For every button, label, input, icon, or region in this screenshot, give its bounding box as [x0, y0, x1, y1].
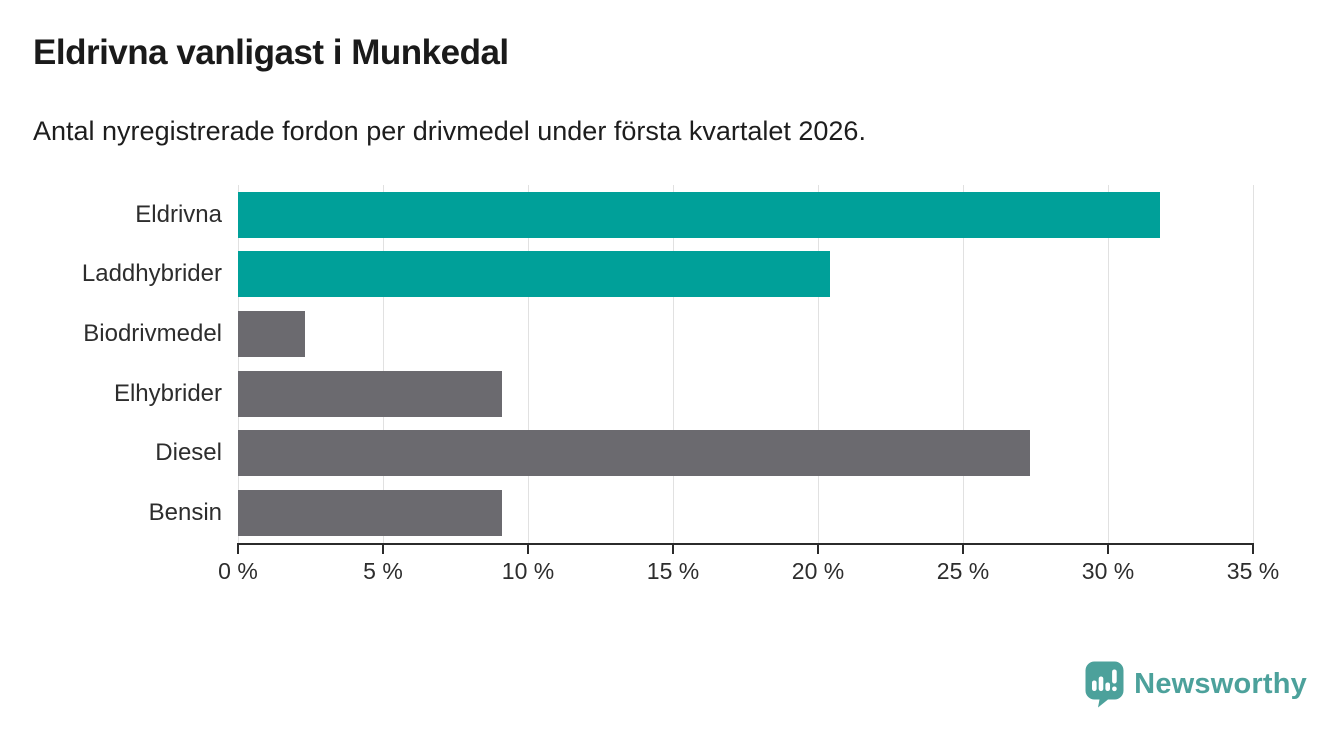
tick-label: 5 % — [363, 558, 403, 584]
tick-mark — [817, 545, 819, 554]
tick-mark — [237, 545, 239, 554]
chart-title: Eldrivna vanligast i Munkedal — [33, 33, 509, 72]
tick-label: 35 % — [1226, 558, 1280, 584]
category-label: Bensin — [148, 499, 222, 527]
tick-label: 20 % — [791, 558, 845, 584]
bar-row: Elhybrider — [114, 364, 1253, 424]
gridline — [963, 185, 964, 543]
bar — [238, 311, 305, 358]
tick-mark — [1107, 545, 1109, 554]
bar — [238, 191, 1161, 238]
tick-mark — [382, 545, 384, 554]
bar — [238, 370, 502, 417]
bar-row: Laddhybrider — [82, 245, 1253, 305]
bar — [238, 430, 1030, 477]
tick-label: 30 % — [1081, 558, 1135, 584]
bar — [238, 490, 502, 537]
bar-row: Diesel — [155, 424, 1253, 484]
tick-mark — [962, 545, 964, 554]
category-label: Elhybrider — [113, 379, 222, 407]
newsworthy-pin-chart-icon — [1085, 661, 1124, 708]
gridline — [528, 185, 529, 543]
tick-label: 25 % — [936, 558, 990, 584]
tick-mark — [672, 545, 674, 554]
gridline — [1108, 185, 1109, 543]
tick-mark — [1252, 545, 1254, 554]
gridline — [238, 185, 239, 543]
gridline — [673, 185, 674, 543]
bar-row: Biodrivmedel — [83, 304, 1253, 364]
gridline — [818, 185, 819, 543]
chart-subtitle: Antal nyregistrerade fordon per drivmede… — [33, 116, 866, 146]
x-axis-line — [237, 543, 1254, 545]
tick-label: 10 % — [501, 558, 555, 584]
category-label: Biodrivmedel — [83, 320, 222, 348]
tick-label: 0 % — [218, 558, 258, 584]
bar — [238, 251, 830, 298]
plot-area: Eldrivna Laddhybrider Biodrivmedel Elhybrid… — [82, 185, 1254, 543]
gridline — [383, 185, 384, 543]
gridline — [1253, 185, 1254, 543]
category-label: Diesel — [155, 439, 222, 467]
newsworthy-logo-text: Newsworthy — [1134, 668, 1307, 700]
category-label: Laddhybrider — [81, 260, 222, 288]
x-axis-ticks: 0 % 5 % 10 % 15 % 20 % 25 % 30 % 35 % — [218, 545, 1279, 585]
newsworthy-logo: Newsworthy — [1084, 661, 1307, 708]
tick-label: 15 % — [646, 558, 700, 584]
bar-row: Bensin — [149, 483, 1253, 543]
category-label: Eldrivna — [135, 200, 222, 228]
tick-mark — [527, 545, 529, 554]
bar-row: Eldrivna — [135, 185, 1253, 245]
